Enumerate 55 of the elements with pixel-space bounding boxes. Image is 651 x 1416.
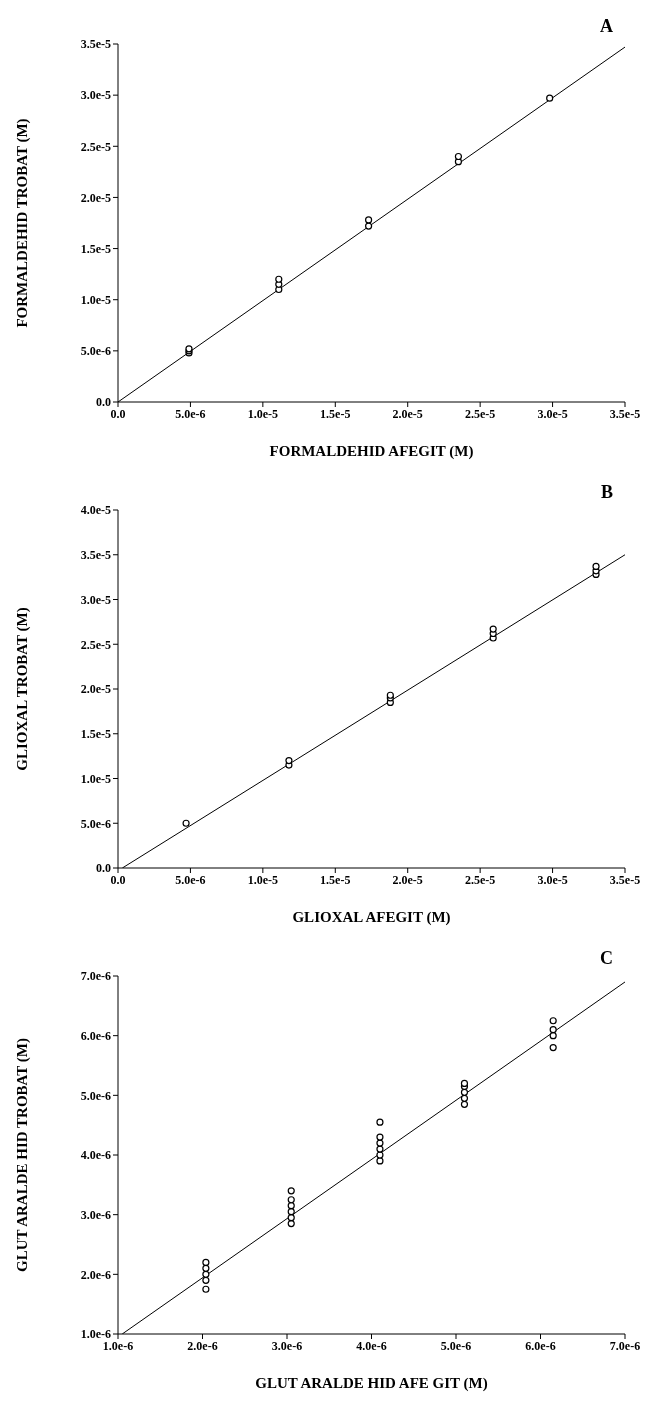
x-tick-label: 1.0e-5 xyxy=(247,872,279,887)
x-tick-label: 2.0e-5 xyxy=(392,872,423,887)
y-tick-label: 2.5e-5 xyxy=(80,637,111,652)
x-tick-label: 4.0e-6 xyxy=(356,1338,387,1353)
x-tick-label: 0.0 xyxy=(110,872,126,887)
y-tick-label: 4.0e-6 xyxy=(80,1148,111,1163)
y-tick-label: 5.0e-6 xyxy=(80,816,111,831)
y-tick-label: 1.0e-5 xyxy=(80,771,111,786)
x-axis-title: GLIOXAL AFEGIT (M) xyxy=(292,909,451,926)
x-tick-label: 2.5e-5 xyxy=(464,406,496,421)
y-tick-label: 3.0e-5 xyxy=(80,592,111,607)
y-tick-label: 2.5e-5 xyxy=(80,139,111,154)
y-tick-label: 5.0e-6 xyxy=(80,344,111,359)
x-tick-label: 2.0e-6 xyxy=(187,1338,218,1353)
y-tick-label: 0.0 xyxy=(96,395,111,410)
x-tick-label: 1.5e-5 xyxy=(320,406,351,421)
x-axis-title: FORMALDEHID AFEGIT (M) xyxy=(269,443,474,460)
y-tick-label: 2.0e-5 xyxy=(80,190,111,205)
x-tick-label: 3.5e-5 xyxy=(609,872,641,887)
text: B xyxy=(600,482,613,503)
x-tick-label: 3.5e-5 xyxy=(609,406,641,421)
text: C xyxy=(600,948,613,969)
y-tick-label: 0.0 xyxy=(96,861,111,876)
y-tick-label: 3.0e-6 xyxy=(80,1207,111,1222)
y-tick-label: 1.0e-5 xyxy=(80,292,111,307)
x-tick-label: 5.0e-6 xyxy=(440,1338,472,1353)
x-tick-label: 6.0e-6 xyxy=(525,1338,556,1353)
y-tick-label: 7.0e-6 xyxy=(80,969,111,984)
x-axis-title: GLUT ARALDE HID AFE GIT (M) xyxy=(255,1375,488,1392)
y-axis-title: FORMALDEHID TROBAT (M) xyxy=(14,118,32,328)
x-tick-label: 7.0e-6 xyxy=(609,1338,641,1353)
x-tick-label: 2.5e-5 xyxy=(464,872,496,887)
y-tick-label: 3.0e-5 xyxy=(80,88,111,103)
y-tick-label: 2.0e-5 xyxy=(80,682,111,697)
y-tick-label: 4.0e-5 xyxy=(80,503,111,518)
y-axis-title: GLIOXAL TROBAT (M) xyxy=(14,607,32,771)
x-tick-label: 1.0e-5 xyxy=(247,406,279,421)
y-tick-label: 1.0e-6 xyxy=(80,1327,111,1342)
y-tick-label: 1.5e-5 xyxy=(80,241,111,256)
x-tick-label: 1.5e-5 xyxy=(320,872,351,887)
y-tick-label: 5.0e-6 xyxy=(80,1088,111,1103)
x-tick-label: 5.0e-6 xyxy=(175,406,206,421)
x-tick-label: 3.0e-5 xyxy=(537,406,568,421)
x-tick-label: 5.0e-6 xyxy=(175,872,206,887)
y-tick-label: 3.5e-5 xyxy=(80,548,111,563)
y-tick-label: 1.5e-5 xyxy=(80,727,111,742)
y-tick-label: 3.5e-5 xyxy=(80,37,111,52)
y-axis-title: GLUT ARALDE HID TROBAT (M) xyxy=(14,1038,32,1272)
y-tick-label: 2.0e-6 xyxy=(80,1267,111,1282)
y-tick-label: 6.0e-6 xyxy=(80,1028,111,1043)
x-tick-label: 3.0e-5 xyxy=(537,872,568,887)
x-tick-label: 3.0e-6 xyxy=(271,1338,303,1353)
text: A xyxy=(600,16,613,37)
x-tick-label: 0.0 xyxy=(110,406,126,421)
x-tick-label: 2.0e-5 xyxy=(392,406,423,421)
